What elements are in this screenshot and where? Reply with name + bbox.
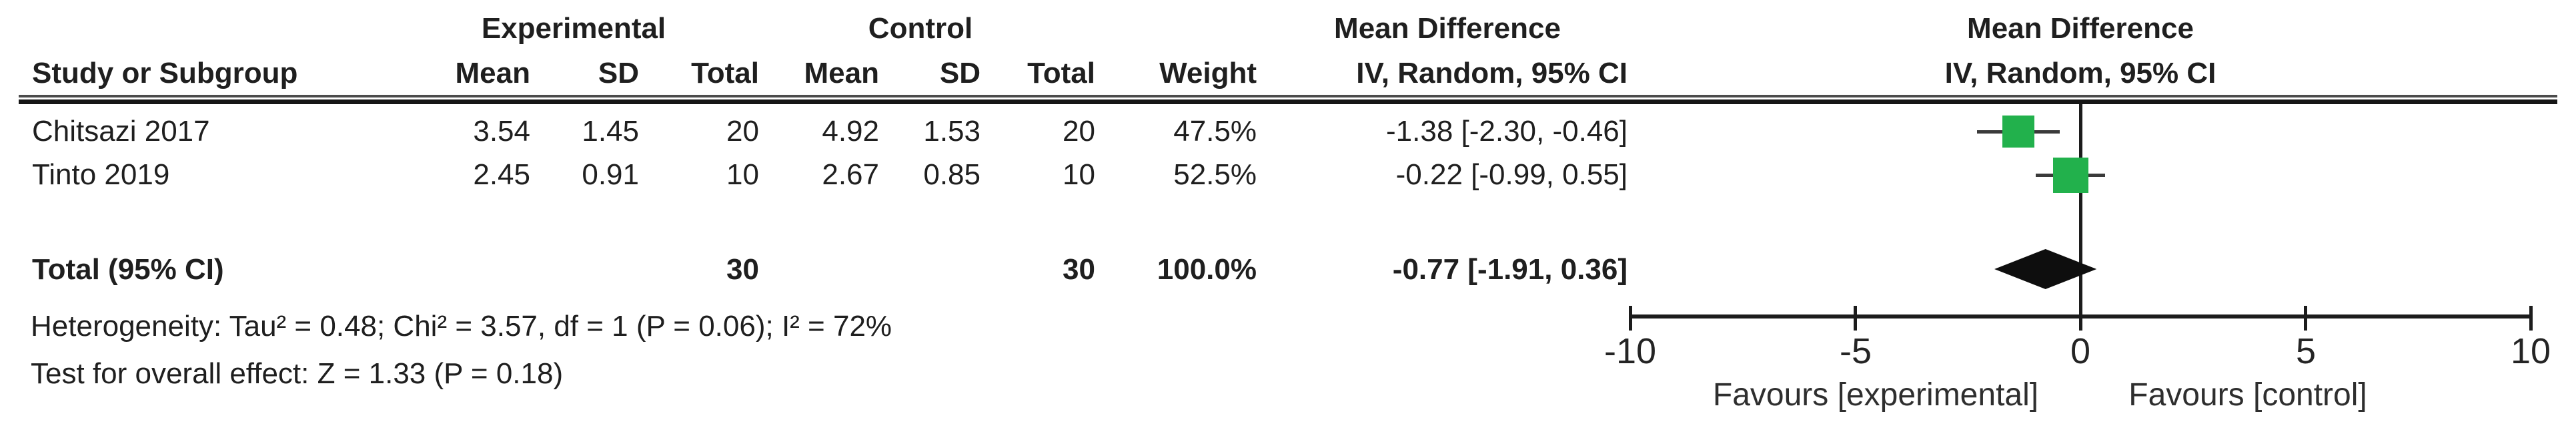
- col-header-exp-mean: Mean: [455, 57, 530, 89]
- tick-label: -5: [1839, 331, 1872, 371]
- cell-exp-total: 20: [726, 115, 759, 148]
- col-header-ctl-mean: Mean: [804, 57, 879, 89]
- favours-left-label: Favours [experimental]: [1712, 377, 2039, 413]
- col-header-study: Study or Subgroup: [32, 57, 298, 89]
- study-marker: [2052, 157, 2088, 193]
- axis-tick: [2304, 306, 2307, 331]
- total-ci: -0.77 [-1.91, 0.36]: [1392, 253, 1628, 286]
- study-marker: [2002, 116, 2034, 148]
- cell-ctl-sd: 0.85: [923, 158, 981, 191]
- tick-label: -10: [1603, 331, 1657, 371]
- cell-ci: -0.22 [-0.99, 0.55]: [1395, 158, 1628, 191]
- tick-label: 5: [2295, 331, 2317, 371]
- cell-ctl-mean: 4.92: [822, 115, 879, 148]
- col-header-ci-plot: IV, Random, 95% CI: [1944, 57, 2216, 89]
- cell-ctl-mean: 2.67: [822, 158, 879, 191]
- header-rule-lower: [19, 99, 2557, 104]
- total-ctl-total: 30: [1063, 253, 1095, 286]
- cell-ctl-total: 10: [1063, 158, 1095, 191]
- col-header-ctl-total: Total: [1027, 57, 1095, 89]
- col-header-exp-total: Total: [691, 57, 759, 89]
- tick-label: 10: [2510, 331, 2551, 371]
- tick-label: 0: [2070, 331, 2091, 371]
- heterogeneity-note: Heterogeneity: Tau² = 0.48; Chi² = 3.57,…: [31, 310, 892, 343]
- group-header-mean-difference: Mean Difference: [1334, 12, 1561, 45]
- study-row-label: Tinto 2019: [32, 158, 170, 191]
- group-header-mean-difference-plot: Mean Difference: [1967, 12, 2194, 45]
- cell-weight: 52.5%: [1173, 158, 1257, 191]
- cell-ctl-sd: 1.53: [923, 115, 981, 148]
- favours-right-label: Favours [control]: [2128, 377, 2367, 413]
- cell-exp-total: 10: [726, 158, 759, 191]
- group-header-control: Control: [868, 12, 973, 45]
- zero-line: [2079, 104, 2082, 331]
- cell-exp-sd: 0.91: [582, 158, 639, 191]
- overall-effect-note: Test for overall effect: Z = 1.33 (P = 0…: [31, 357, 564, 390]
- cell-exp-mean: 2.45: [473, 158, 530, 191]
- col-header-ci: IV, Random, 95% CI: [1356, 57, 1628, 89]
- cell-weight: 47.5%: [1173, 115, 1257, 148]
- group-header-experimental: Experimental: [481, 12, 666, 45]
- col-header-weight: Weight: [1159, 57, 1257, 89]
- axis-tick: [1854, 306, 1857, 331]
- col-header-ctl-sd: SD: [939, 57, 981, 89]
- total-row-label: Total (95% CI): [32, 253, 224, 286]
- total-weight: 100.0%: [1157, 253, 1257, 286]
- axis-tick: [1628, 306, 1632, 331]
- cell-ctl-total: 20: [1063, 115, 1095, 148]
- total-exp-total: 30: [726, 253, 759, 286]
- header-rule-upper: [19, 95, 2557, 97]
- cell-ci: -1.38 [-2.30, -0.46]: [1386, 115, 1628, 148]
- cell-exp-mean: 3.54: [473, 115, 530, 148]
- cell-exp-sd: 1.45: [582, 115, 639, 148]
- axis-tick: [2529, 306, 2533, 331]
- axis-tick: [2078, 306, 2082, 331]
- study-row-label: Chitsazi 2017: [32, 115, 210, 148]
- col-header-exp-sd: SD: [598, 57, 639, 89]
